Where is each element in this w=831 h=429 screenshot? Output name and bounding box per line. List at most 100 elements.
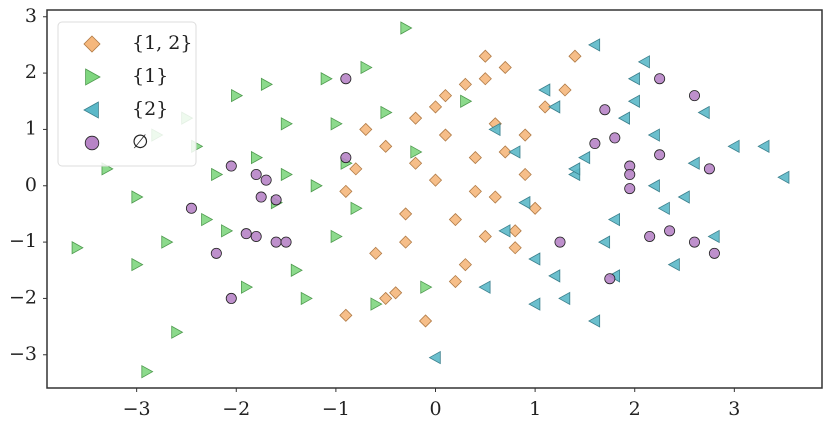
point	[667, 257, 680, 272]
point	[554, 236, 566, 248]
legend-marker	[83, 35, 101, 53]
point	[270, 194, 282, 206]
point	[558, 83, 572, 97]
point	[599, 104, 611, 116]
point	[339, 184, 353, 198]
point	[518, 128, 532, 142]
point	[688, 236, 700, 248]
y-tick-label: −1	[9, 230, 37, 252]
legend: {1, 2} {1} {2} ∅	[57, 21, 197, 167]
point	[637, 55, 650, 69]
point	[578, 150, 591, 165]
point	[379, 291, 393, 305]
point	[568, 49, 582, 63]
point	[528, 201, 542, 215]
point	[589, 138, 601, 150]
point	[428, 100, 443, 114]
point	[225, 160, 237, 172]
point	[340, 152, 352, 164]
point	[409, 156, 423, 170]
point	[290, 263, 303, 277]
point	[727, 139, 740, 154]
point	[250, 230, 262, 242]
legend-label: {1}	[132, 65, 168, 87]
point	[185, 202, 197, 214]
point	[201, 212, 214, 227]
x-tick-label: 0	[429, 398, 441, 420]
legend-marker	[85, 68, 101, 86]
point	[647, 179, 660, 193]
point	[478, 229, 492, 244]
point	[458, 77, 472, 91]
point	[609, 132, 621, 144]
point	[379, 139, 393, 153]
legend-box	[57, 21, 197, 167]
y-tick-label: 2	[25, 61, 37, 83]
point	[210, 247, 222, 259]
point	[518, 195, 531, 210]
point	[330, 117, 343, 131]
point	[627, 72, 640, 86]
point	[438, 89, 453, 103]
point	[528, 252, 541, 266]
point	[260, 77, 273, 92]
point	[369, 246, 383, 260]
x-tick-label: −1	[322, 398, 350, 420]
legend-marker	[83, 101, 99, 119]
point	[488, 122, 501, 137]
y-tick-label: 3	[25, 5, 37, 27]
y-tick-label: −3	[9, 343, 37, 365]
point	[400, 21, 413, 35]
point	[518, 167, 532, 182]
point	[607, 212, 621, 227]
point	[677, 190, 690, 204]
point	[428, 173, 443, 187]
point	[548, 100, 561, 114]
point	[360, 60, 373, 75]
point	[647, 128, 660, 142]
point	[498, 145, 512, 159]
x-tick-label: 3	[728, 398, 740, 420]
point	[568, 162, 581, 176]
point	[478, 72, 492, 86]
x-tick-label: −2	[222, 398, 250, 420]
point	[250, 168, 262, 180]
point	[255, 191, 267, 203]
point	[428, 350, 441, 365]
point	[409, 111, 423, 125]
point	[707, 229, 720, 244]
point	[538, 100, 552, 114]
y-tick-label: −2	[9, 286, 37, 308]
point	[478, 280, 491, 294]
point	[478, 49, 492, 63]
point	[498, 60, 512, 75]
point	[349, 162, 363, 176]
point	[654, 73, 666, 85]
legend-label: ∅	[132, 131, 149, 153]
point	[588, 314, 601, 328]
legend-label: {1, 2}	[132, 32, 192, 54]
point	[664, 225, 676, 237]
point	[300, 291, 313, 306]
point	[697, 105, 710, 120]
point	[708, 247, 720, 259]
point	[627, 94, 640, 108]
x-tick-label: 1	[529, 398, 541, 420]
point	[418, 314, 433, 328]
point	[241, 280, 254, 294]
point	[508, 224, 522, 238]
x-tick-label: 2	[629, 398, 641, 420]
point	[598, 235, 611, 249]
point	[131, 190, 144, 204]
point	[538, 83, 551, 97]
point	[270, 236, 282, 248]
point	[221, 224, 234, 238]
point	[161, 235, 174, 249]
point	[420, 280, 433, 294]
point	[339, 308, 353, 322]
point	[558, 291, 571, 306]
point	[604, 273, 616, 285]
point	[211, 167, 224, 182]
point	[448, 274, 462, 289]
